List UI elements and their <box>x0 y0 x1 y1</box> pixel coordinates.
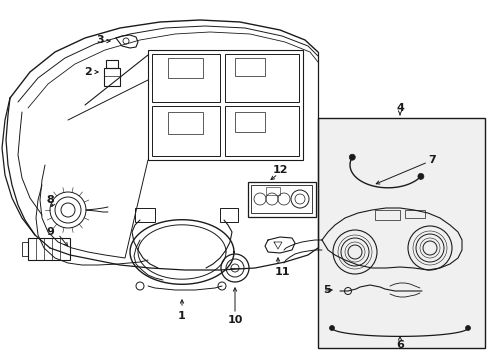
Bar <box>168 58 203 78</box>
Text: 6: 6 <box>395 340 403 350</box>
Bar <box>224 106 298 156</box>
Bar <box>220 208 238 222</box>
Text: 9: 9 <box>46 227 54 237</box>
Text: 3: 3 <box>96 35 103 45</box>
Text: 11: 11 <box>274 267 289 277</box>
Text: 7: 7 <box>427 155 435 165</box>
Bar <box>22 242 28 256</box>
Bar <box>317 118 484 348</box>
Bar <box>235 58 264 76</box>
Bar <box>250 185 311 213</box>
Bar <box>152 106 220 156</box>
Circle shape <box>329 325 334 330</box>
Circle shape <box>417 174 423 179</box>
Bar <box>168 112 203 134</box>
Bar <box>265 187 280 195</box>
Text: 4: 4 <box>395 103 403 113</box>
Bar <box>404 210 424 218</box>
Bar <box>374 210 399 220</box>
Circle shape <box>348 154 355 160</box>
Bar <box>106 60 118 68</box>
Text: 1: 1 <box>178 311 185 321</box>
Bar <box>135 208 155 222</box>
Bar <box>152 54 220 102</box>
Bar <box>104 68 120 86</box>
Text: 12: 12 <box>272 165 287 175</box>
Text: 2: 2 <box>84 67 92 77</box>
Bar <box>28 238 70 260</box>
Text: 5: 5 <box>323 285 330 295</box>
Bar <box>247 182 315 217</box>
Text: 10: 10 <box>227 315 242 325</box>
Bar <box>235 112 264 132</box>
Circle shape <box>465 325 469 330</box>
Bar <box>224 54 298 102</box>
Bar <box>148 50 303 160</box>
Text: 8: 8 <box>46 195 54 205</box>
